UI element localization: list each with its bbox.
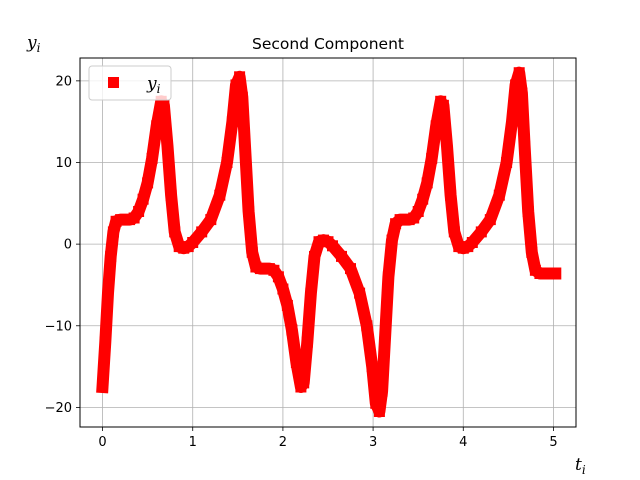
data-point: [133, 206, 145, 217]
data-point: [445, 189, 457, 201]
x-tick-label: 4: [459, 435, 467, 450]
data-point: [272, 271, 284, 283]
data-point: [493, 189, 505, 201]
x-tick-label: 5: [549, 435, 557, 450]
data-point: [107, 226, 119, 238]
data-point: [137, 193, 149, 205]
data-point: [437, 99, 449, 111]
data-point: [366, 361, 378, 373]
data-point: [373, 406, 385, 417]
data-point: [519, 140, 531, 152]
data-point: [501, 157, 513, 168]
data-point: [386, 234, 398, 246]
data-point: [226, 116, 238, 128]
data-point: [484, 214, 496, 226]
data-point: [105, 250, 117, 262]
data-point: [221, 157, 233, 168]
data-point: [281, 299, 293, 311]
data-point: [370, 397, 382, 409]
data-point: [99, 336, 111, 348]
data-point: [230, 79, 242, 91]
plot-frame: [79, 57, 577, 428]
x-axis-label: ti: [575, 455, 586, 477]
data-point: [327, 240, 338, 252]
legend-box: [88, 65, 172, 101]
data-point: [151, 120, 163, 132]
data-series: [96, 66, 562, 418]
data-point: [158, 99, 170, 111]
data-point: [526, 246, 538, 258]
data-point: [162, 140, 173, 152]
data-point: [187, 237, 199, 248]
data-point: [441, 140, 453, 152]
y-tick-label: −20: [45, 401, 72, 416]
data-point: [361, 320, 373, 332]
data-point: [169, 226, 181, 238]
y-axis-label: yi: [26, 33, 41, 55]
data-point: [165, 189, 177, 201]
data-point: [277, 283, 289, 295]
data-point: [205, 214, 217, 226]
data-point: [376, 385, 388, 397]
data-point: [305, 287, 317, 299]
data-point: [516, 87, 528, 99]
legend: yi: [88, 65, 172, 101]
legend-label: yi: [146, 74, 161, 96]
data-point: [298, 377, 310, 389]
data-point: [430, 120, 442, 132]
data-point: [345, 263, 356, 275]
data-point: [128, 212, 140, 224]
x-tick-label: 2: [279, 435, 287, 450]
data-point: [549, 268, 561, 279]
data-point: [196, 226, 208, 238]
data-point: [354, 287, 366, 299]
data-point: [336, 250, 347, 262]
x-tick-label: 0: [98, 435, 106, 450]
data-point: [102, 287, 114, 299]
y-tick-label: 0: [64, 238, 72, 253]
data-point: [97, 381, 108, 393]
data-point: [510, 79, 522, 91]
data-point: [412, 206, 424, 217]
data-point: [236, 91, 248, 103]
data-point: [243, 206, 255, 217]
ticks: 0 1 2 3 4 5 −20 −10 0 10 20: [45, 74, 558, 450]
y-tick-label: −10: [45, 319, 72, 334]
data-point: [286, 324, 298, 336]
data-point: [234, 71, 246, 83]
data-point: [421, 177, 433, 189]
y-tick-label: 10: [55, 156, 72, 171]
data-point: [301, 336, 313, 348]
data-point: [290, 357, 302, 368]
data-point: [506, 116, 518, 128]
data-point: [382, 271, 394, 283]
legend-marker: [108, 77, 119, 88]
chart-title: Second Component: [252, 35, 404, 53]
data-point: [142, 177, 154, 189]
data-point: [239, 140, 251, 152]
x-tick-label: 3: [369, 435, 377, 450]
data-point: [146, 152, 158, 164]
y-tick-label: 20: [55, 74, 72, 89]
data-point: [426, 152, 438, 164]
data-point: [214, 189, 226, 201]
x-tick-label: 1: [189, 435, 197, 450]
data-point: [379, 336, 391, 348]
data-point: [513, 67, 525, 79]
data-point: [246, 246, 258, 258]
data-point: [448, 226, 460, 238]
data-point: [466, 237, 478, 248]
data-point: [408, 212, 420, 224]
data-point: [309, 250, 320, 262]
data-point: [417, 193, 429, 205]
data-point: [268, 264, 280, 276]
data-point: [522, 206, 534, 217]
data-point: [475, 226, 487, 238]
